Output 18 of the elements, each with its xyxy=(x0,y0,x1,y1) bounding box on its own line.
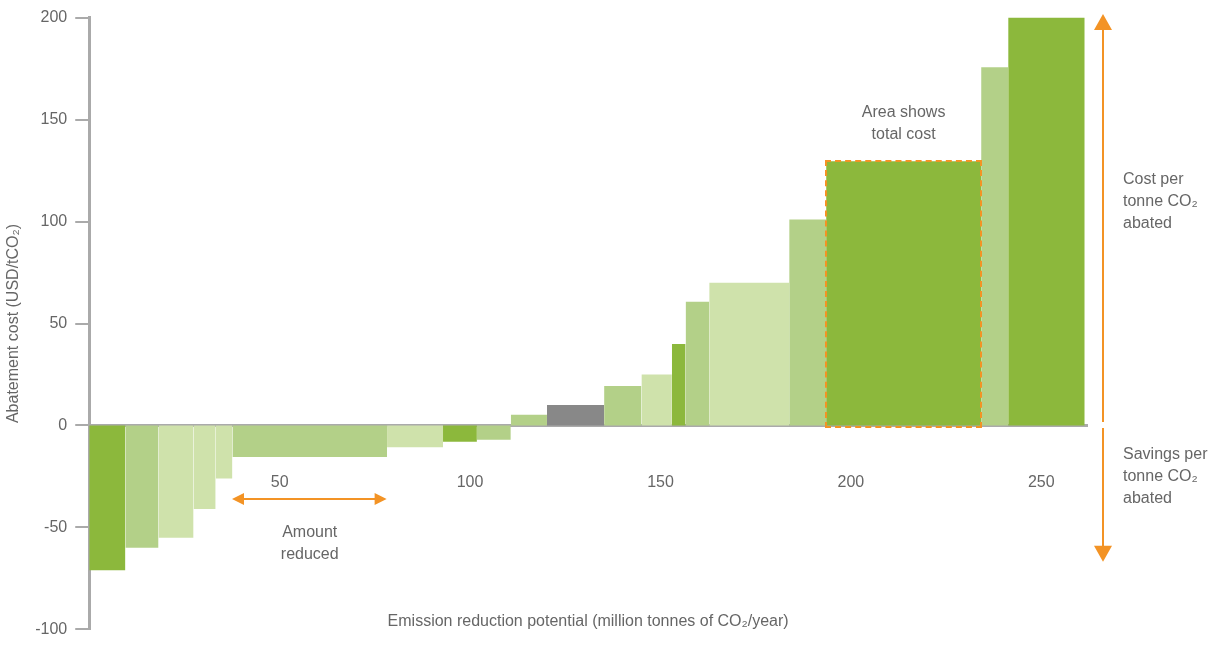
x-tick-label: 150 xyxy=(647,473,674,491)
y-tick-label: -100 xyxy=(35,619,68,637)
annotation: Area shows total cost xyxy=(861,102,946,142)
y-tick-label: 200 xyxy=(40,8,68,26)
x-tick-label: 250 xyxy=(1027,473,1055,491)
y-tick-label: 150 xyxy=(40,109,68,127)
y-tick-label: 100 xyxy=(40,211,68,229)
y-axis-title: Abatement cost (USD/tCO₂) xyxy=(4,223,22,424)
text: Savings per tonne CO₂ abated xyxy=(1123,444,1209,506)
x-axis-title: Emission reduction potential (million tonnes of CO₂/year) xyxy=(387,611,789,629)
text: Cost per tonne CO₂ abated xyxy=(1123,169,1198,231)
y-tick-label: -50 xyxy=(44,517,68,535)
x-tick-label: 50 xyxy=(270,473,289,491)
y-tick-label: 0 xyxy=(58,415,68,433)
x-tick-label: 100 xyxy=(456,473,484,491)
y-tick-label: 50 xyxy=(49,313,68,331)
x-tick-label: 200 xyxy=(837,473,865,491)
annotation: Amount reduced xyxy=(280,522,339,562)
